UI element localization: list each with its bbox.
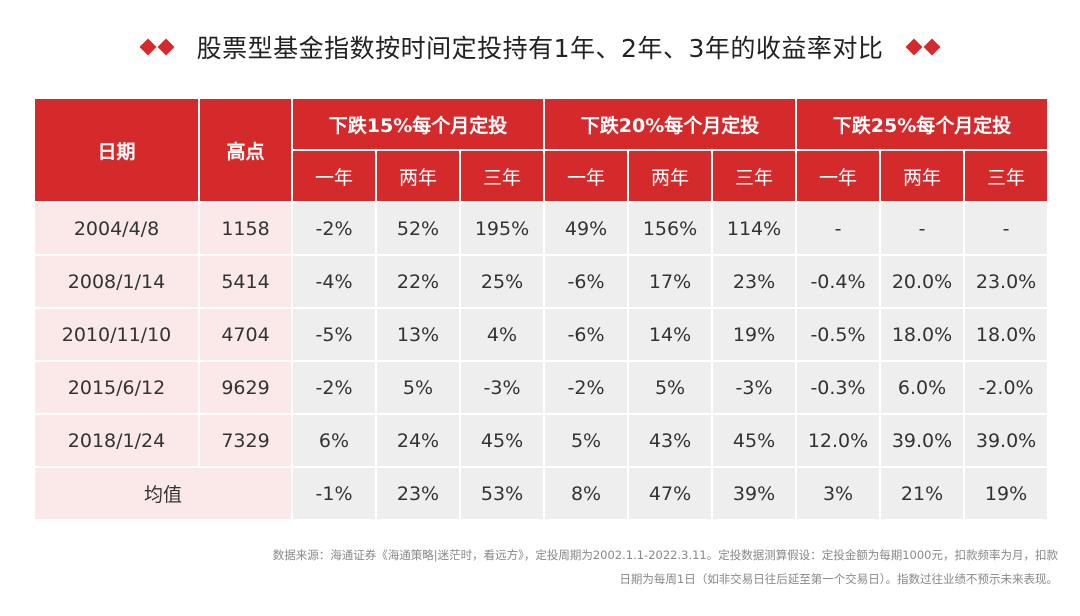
table-row: 2010/11/10 4704 -5% 13% 4% -6% 14% 19% -0.5% 18.0… xyxy=(35,309,1048,360)
return-cell: 18.0% xyxy=(965,309,1048,360)
date-cell: 2018/1/24 xyxy=(35,415,198,466)
return-cell: 52% xyxy=(377,203,459,254)
high-cell: 9629 xyxy=(200,362,291,413)
return-cell: - xyxy=(965,203,1048,254)
average-cell: -1% xyxy=(293,468,375,519)
return-cell: - xyxy=(797,203,880,254)
return-cell: -3% xyxy=(461,362,544,413)
return-cell: - xyxy=(881,203,964,254)
return-cell: -2.0% xyxy=(965,362,1048,413)
return-cell: -6% xyxy=(545,256,628,307)
average-cell: 53% xyxy=(461,468,544,519)
return-cell: 5% xyxy=(377,362,459,413)
return-cell: -6% xyxy=(545,309,628,360)
header-period: 三年 xyxy=(713,151,796,201)
return-cell: 25% xyxy=(461,256,544,307)
return-cell: 23% xyxy=(713,256,796,307)
return-cell: 114% xyxy=(713,203,796,254)
return-cell: -4% xyxy=(293,256,375,307)
header-high: 高点 xyxy=(200,99,291,201)
table-row: 2018/1/24 7329 6% 24% 45% 5% 43% 45% 12.0% 39.0% 3… xyxy=(35,415,1048,466)
header-date: 日期 xyxy=(35,99,198,201)
date-cell: 2004/4/8 xyxy=(35,203,198,254)
header-period: 一年 xyxy=(545,151,628,201)
return-cell: 5% xyxy=(545,415,628,466)
return-cell: 45% xyxy=(713,415,796,466)
footnote: 数据来源：海通证券《海通策略|迷茫时，看远方》，定投周期为2002.1.1-20… xyxy=(158,543,1058,591)
footnote-line: 日期为每周1日（如非交易日往后延至第一个交易日）。指数过往业绩不预示未来表现。 xyxy=(619,572,1058,586)
return-cell: 20.0% xyxy=(881,256,964,307)
return-cell: 5% xyxy=(629,362,712,413)
date-cell: 2008/1/14 xyxy=(35,256,198,307)
date-cell: 2015/6/12 xyxy=(35,362,198,413)
header-group-25: 下跌25%每个月定投 xyxy=(797,99,1048,149)
header-period: 两年 xyxy=(377,151,459,201)
return-cell: 18.0% xyxy=(881,309,964,360)
return-cell: 195% xyxy=(461,203,544,254)
return-cell: -0.3% xyxy=(797,362,880,413)
return-cell: -0.5% xyxy=(797,309,880,360)
average-cell: 3% xyxy=(797,468,880,519)
average-cell: 8% xyxy=(545,468,628,519)
high-cell: 1158 xyxy=(200,203,291,254)
average-cell: 21% xyxy=(881,468,964,519)
return-cell: 19% xyxy=(713,309,796,360)
average-cell: 39% xyxy=(713,468,796,519)
header-period: 两年 xyxy=(629,151,712,201)
return-cell: -2% xyxy=(293,362,375,413)
title-row: 股票型基金指数按时间定投持有1年、2年、3年的收益率对比 xyxy=(0,22,1080,72)
average-row: 均值 -1% 23% 53% 8% 47% 39% 3% 21% 19% xyxy=(35,468,1048,519)
return-cell: 49% xyxy=(545,203,628,254)
header-period: 三年 xyxy=(965,151,1048,201)
diamond-decoration-icon xyxy=(905,38,941,56)
return-cell: -2% xyxy=(545,362,628,413)
high-cell: 5414 xyxy=(200,256,291,307)
return-cell: 43% xyxy=(629,415,712,466)
return-cell: 39.0% xyxy=(965,415,1048,466)
header-group-20: 下跌20%每个月定投 xyxy=(545,99,796,149)
average-cell: 19% xyxy=(965,468,1048,519)
returns-table: 日期 高点 下跌15%每个月定投 下跌20%每个月定投 下跌25%每个月定投 一… xyxy=(33,97,1049,521)
return-cell: 6% xyxy=(293,415,375,466)
average-cell: 23% xyxy=(377,468,459,519)
average-label: 均值 xyxy=(35,468,291,519)
page-title: 股票型基金指数按时间定投持有1年、2年、3年的收益率对比 xyxy=(196,34,884,63)
return-cell: 39.0% xyxy=(881,415,964,466)
return-cell: 45% xyxy=(461,415,544,466)
date-cell: 2010/11/10 xyxy=(35,309,198,360)
header-group-15: 下跌15%每个月定投 xyxy=(293,99,544,149)
return-cell: -0.4% xyxy=(797,256,880,307)
return-cell: -3% xyxy=(713,362,796,413)
return-cell: 23.0% xyxy=(965,256,1048,307)
high-cell: 4704 xyxy=(200,309,291,360)
diamond-decoration-icon xyxy=(139,38,175,56)
header-period: 一年 xyxy=(293,151,375,201)
footnote-line: 数据来源：海通证券《海通策略|迷茫时，看远方》，定投周期为2002.1.1-20… xyxy=(272,548,1058,562)
return-cell: 14% xyxy=(629,309,712,360)
table-row: 2015/6/12 9629 -2% 5% -3% -2% 5% -3% -0.3% 6.0% -2… xyxy=(35,362,1048,413)
return-cell: -5% xyxy=(293,309,375,360)
return-cell: 13% xyxy=(377,309,459,360)
return-cell: 24% xyxy=(377,415,459,466)
return-cell: -2% xyxy=(293,203,375,254)
header-period: 两年 xyxy=(881,151,964,201)
average-cell: 47% xyxy=(629,468,712,519)
return-cell: 12.0% xyxy=(797,415,880,466)
table-row: 2004/4/8 1158 -2% 52% 195% 49% 156% 114% - - - xyxy=(35,203,1048,254)
table-row: 2008/1/14 5414 -4% 22% 25% -6% 17% 23% -0.4% 20.0… xyxy=(35,256,1048,307)
return-cell: 22% xyxy=(377,256,459,307)
high-cell: 7329 xyxy=(200,415,291,466)
return-cell: 17% xyxy=(629,256,712,307)
header-period: 一年 xyxy=(797,151,880,201)
return-cell: 6.0% xyxy=(881,362,964,413)
return-cell: 4% xyxy=(461,309,544,360)
header-period: 三年 xyxy=(461,151,544,201)
return-cell: 156% xyxy=(629,203,712,254)
